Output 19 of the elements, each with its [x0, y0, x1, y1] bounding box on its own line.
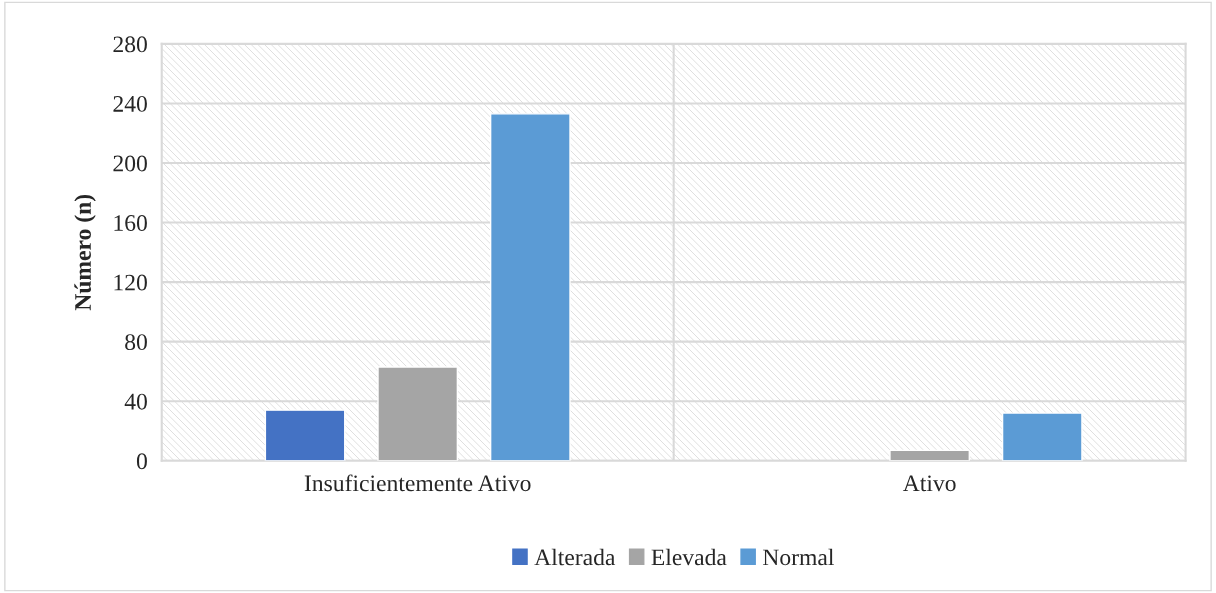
x-tick-label: Ativo [902, 475, 956, 492]
bar [1001, 412, 1083, 461]
y-tick-label: 280 [113, 36, 147, 53]
x-tick-label: Insuficientemente Ativo [304, 474, 531, 492]
legend-label: Normal [762, 548, 834, 566]
y-tick-label: 240 [113, 95, 147, 112]
y-tick-label: 200 [113, 155, 147, 172]
legend-label: Alterada [534, 548, 616, 566]
legend-label: Elevada [651, 548, 727, 566]
y-tick-label: 40 [124, 393, 147, 410]
y-tick-label: 120 [114, 274, 147, 291]
bar [264, 409, 346, 461]
y-axis-title: Número (n) [74, 194, 96, 311]
bar [377, 366, 459, 461]
bar [889, 449, 971, 461]
y-tick-label: 0 [136, 453, 147, 470]
y-tick-label: 160 [114, 215, 147, 231]
bar [489, 113, 571, 461]
y-tick-label: 80 [125, 334, 147, 351]
